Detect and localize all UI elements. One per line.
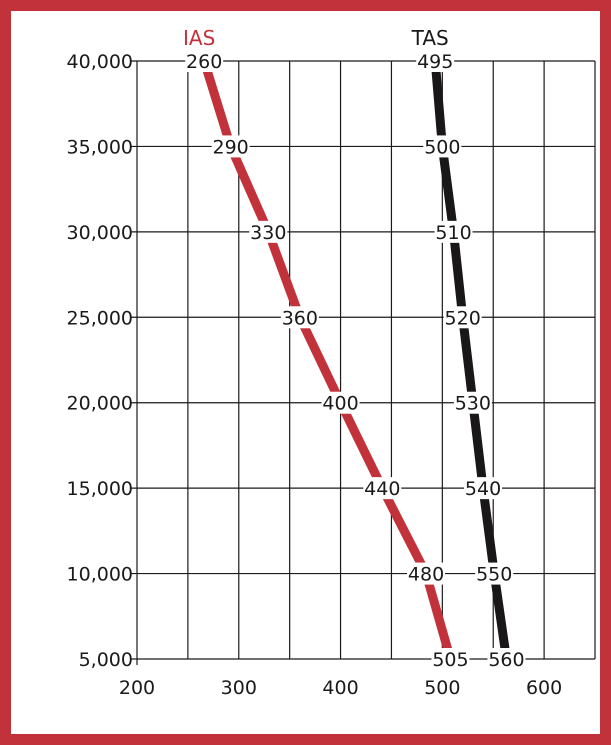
ias-data-label: 505 (432, 649, 468, 671)
ias-label-bg (280, 306, 319, 329)
x-axis-tick-labels: 200 300 400 500 600 (119, 677, 562, 699)
ias-data-label: 290 (213, 136, 249, 158)
tas-data-label: 520 (445, 307, 481, 329)
tas-line (430, 60, 511, 660)
ias-label-bg (211, 135, 250, 158)
ias-line (199, 59, 455, 661)
y-tick-label: 40,000 (67, 51, 133, 73)
tas-label-bg (487, 648, 526, 670)
ias-data-label: 400 (322, 393, 358, 415)
tas-data-label: 500 (424, 136, 460, 158)
tas-data-label: 560 (488, 649, 524, 671)
ias-label-bg (321, 391, 360, 414)
tas-series-name: TAS (411, 26, 449, 50)
tas-data-label: 550 (476, 564, 512, 586)
tas-label-bg (434, 220, 473, 243)
y-axis-tick-labels: 5,000 10,000 15,000 20,000 25,000 30,000 35,00… (67, 51, 133, 671)
x-tick-label: 600 (526, 677, 562, 699)
data-labels: 260 290 330 360 400 440 480 505 495 500 510 520 530 5… (185, 50, 526, 671)
grid-lines (131, 60, 596, 665)
tas-data-label: 540 (465, 478, 501, 500)
tas-label-bg (464, 477, 503, 500)
x-tick-label: 400 (322, 677, 358, 699)
ias-label-bg (431, 648, 470, 670)
ias-data-label: 480 (408, 564, 444, 586)
y-tick-label: 30,000 (67, 222, 133, 244)
y-tick-label: 20,000 (67, 393, 133, 415)
y-tick-label: 35,000 (67, 136, 133, 158)
series-lines (199, 59, 511, 661)
y-tick-label: 15,000 (67, 478, 133, 500)
ias-label-bg (407, 562, 446, 585)
tas-label-bg (453, 391, 492, 414)
ias-label-bg (363, 477, 402, 500)
ias-series-name: IAS (183, 26, 215, 50)
series-names: IAS TAS (183, 26, 449, 50)
y-tick-label: 25,000 (67, 307, 133, 329)
x-tick-label: 500 (424, 677, 460, 699)
ias-data-label: 440 (364, 478, 400, 500)
tas-label-bg (423, 135, 462, 158)
y-tick-label: 5,000 (79, 649, 133, 671)
tas-label-bg (416, 50, 455, 72)
ias-data-label: 260 (186, 51, 222, 73)
tas-data-label: 510 (435, 222, 471, 244)
tas-label-bg (443, 306, 482, 329)
tas-label-bg (475, 562, 514, 585)
ias-data-label: 330 (250, 222, 286, 244)
y-tick-label: 10,000 (67, 564, 133, 586)
tas-data-label: 495 (417, 51, 453, 73)
ias-label-bg (249, 220, 288, 243)
x-tick-label: 300 (221, 677, 257, 699)
ias-data-label: 360 (282, 307, 318, 329)
tas-data-label: 530 (455, 393, 491, 415)
x-tick-label: 200 (119, 677, 155, 699)
ias-label-bg (185, 50, 224, 72)
